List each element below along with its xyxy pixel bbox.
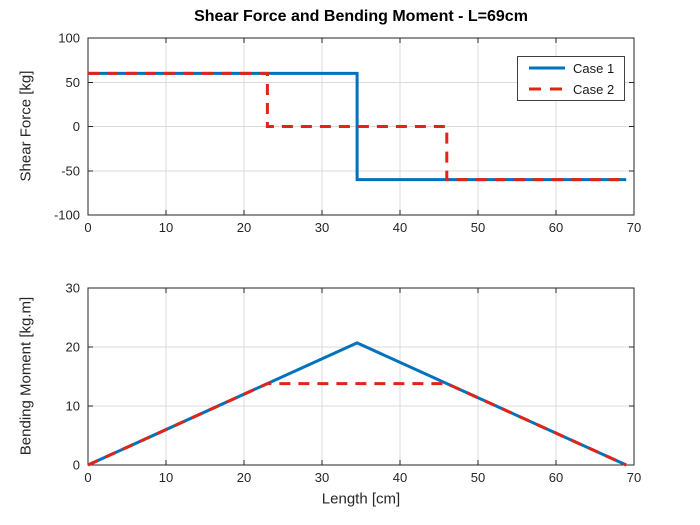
- x-tick-label: 0: [84, 470, 91, 485]
- x-tick-label: 50: [471, 220, 485, 235]
- x-axis-label: Length [cm]: [321, 490, 401, 508]
- y-tick-label: 0: [73, 458, 80, 473]
- x-tick-label: 40: [393, 220, 407, 235]
- y-tick-label: -50: [61, 163, 80, 178]
- x-tick-label: 30: [315, 470, 329, 485]
- y-tick-label: 50: [66, 75, 80, 90]
- series-line-case-2: [87, 382, 627, 467]
- axes-border: [87, 287, 635, 466]
- series-line-case-1: [87, 341, 627, 467]
- legend-label-case-2: Case 2: [573, 81, 615, 97]
- y-tick-label: 100: [58, 31, 80, 46]
- x-tick-label: 70: [627, 470, 641, 485]
- y-tick-label: 0: [73, 119, 80, 134]
- x-tick-label: 70: [627, 220, 641, 235]
- x-tick-label: 50: [471, 470, 485, 485]
- y-tick-label: 30: [66, 281, 80, 296]
- x-tick-label: 10: [159, 220, 173, 235]
- y-tick-label: -100: [54, 208, 80, 223]
- x-tick-label: 60: [549, 470, 563, 485]
- legend-entry-case-1: Case 1: [528, 58, 624, 79]
- y-tick-label: 10: [66, 399, 80, 414]
- x-tick-label: 60: [549, 220, 563, 235]
- x-tick-label: 0: [84, 220, 91, 235]
- legend-label-case-1: Case 1: [573, 60, 615, 76]
- x-tick-label: 10: [159, 470, 173, 485]
- figure-title: Shear Force and Bending Moment - L=69cm: [194, 8, 528, 25]
- shear-force-plot: 0 10 20 30 40 50 60 70 -100 -50 0 50 100: [54, 31, 641, 236]
- x-tick-label: 30: [315, 220, 329, 235]
- case-1-line-sample: [529, 66, 565, 70]
- series-line-case-2: [88, 71, 627, 182]
- legend-entry-case-2: Case 2: [528, 79, 624, 100]
- bending-moment-plot: 0 10 20 30 40 50 60 70 0 10 20 30: [66, 281, 642, 486]
- y-tick-label: 20: [66, 340, 80, 355]
- x-tick-label: 40: [393, 470, 407, 485]
- legend: Case 1 Case 2: [517, 56, 625, 101]
- x-tick-label: 20: [237, 220, 251, 235]
- case-2-line-sample: [529, 87, 565, 91]
- x-tick-label: 20: [237, 470, 251, 485]
